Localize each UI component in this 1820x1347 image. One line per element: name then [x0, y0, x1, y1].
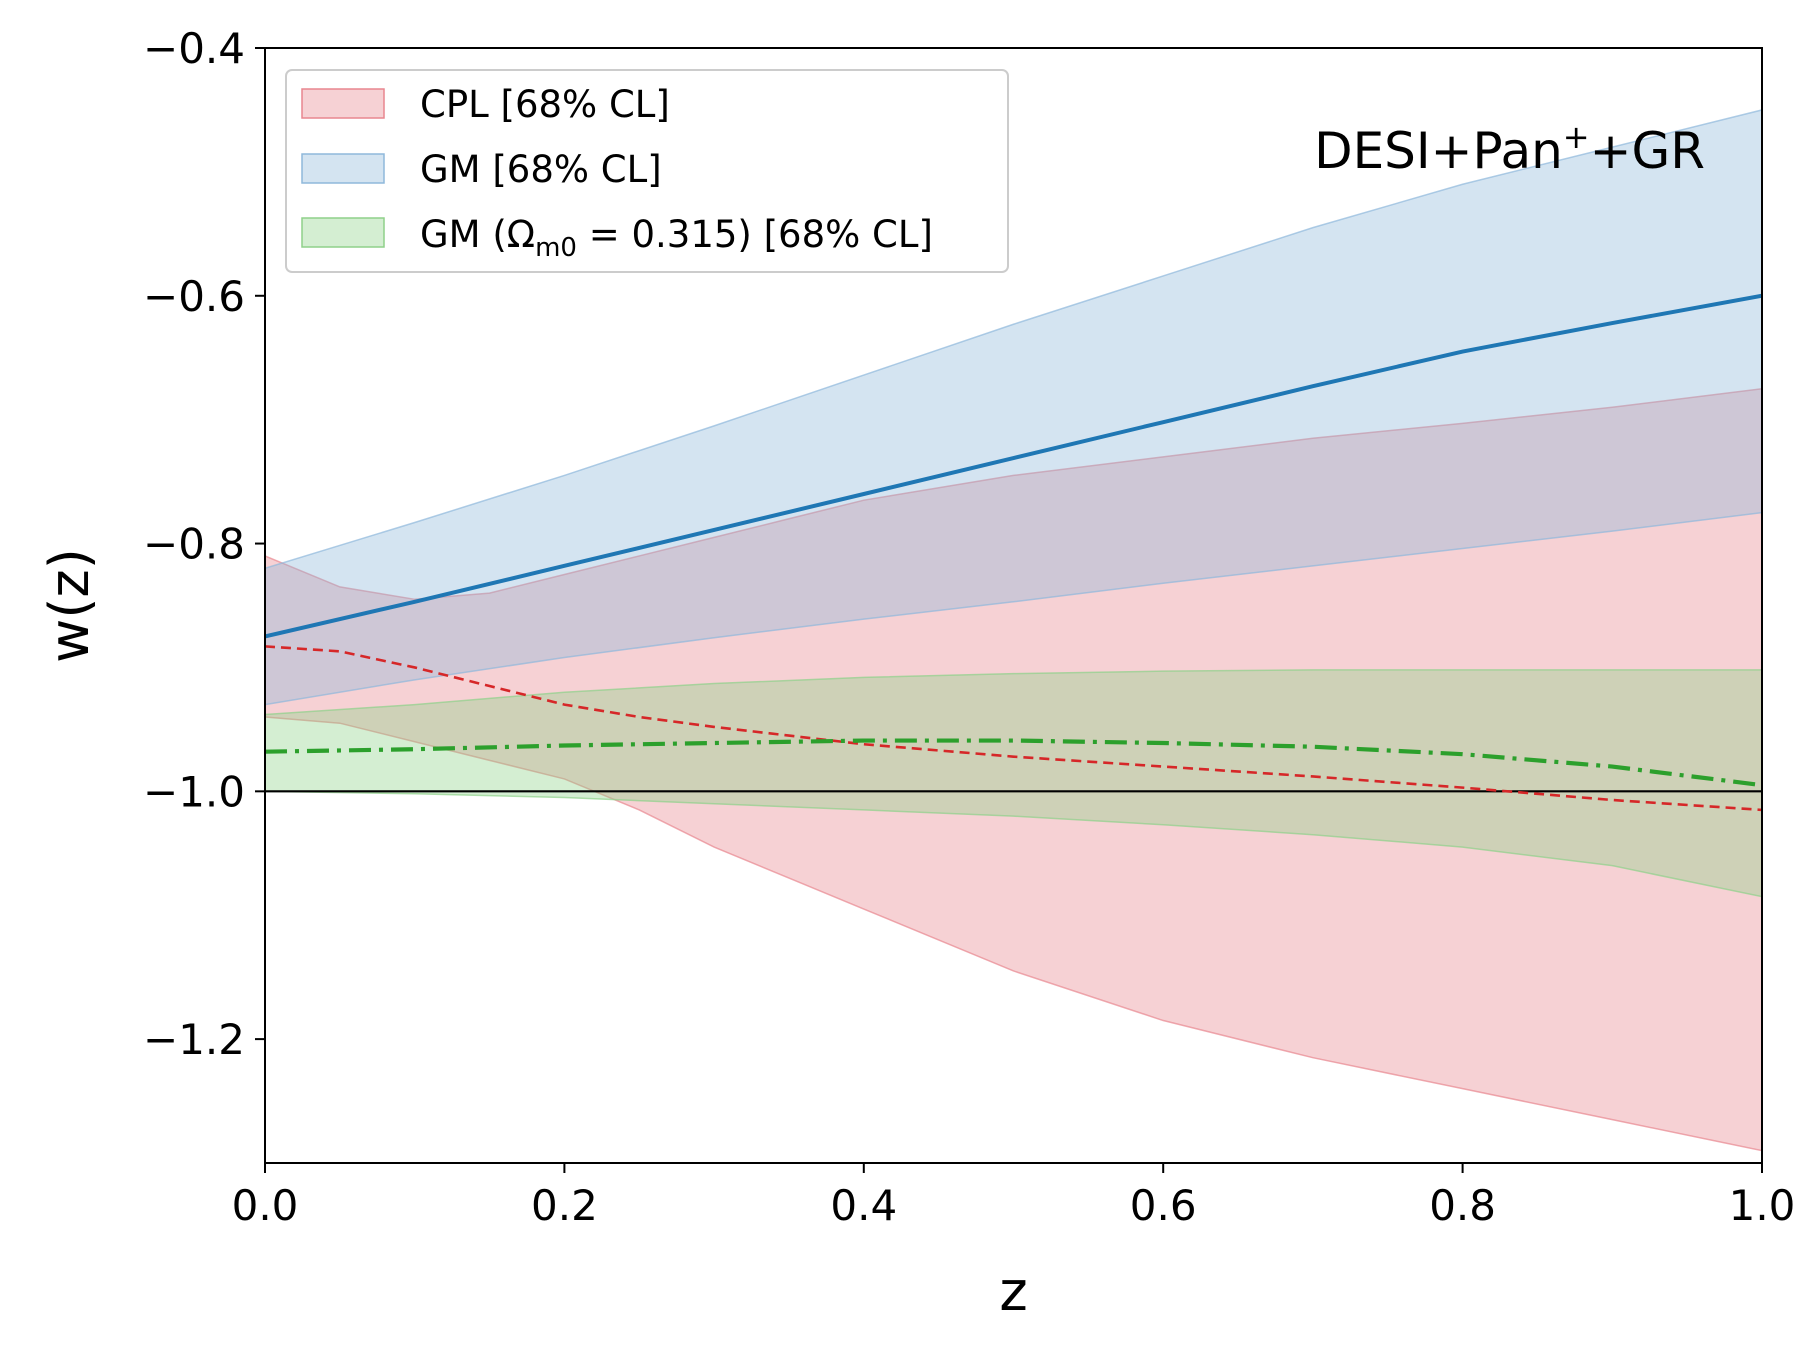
- legend-label-gm-fixed-sub: m0: [535, 233, 577, 263]
- band-cpl: [265, 387, 1762, 1152]
- y-tick-label: −0.6: [143, 272, 245, 321]
- confidence-bands: [265, 109, 1762, 1152]
- x-tick-label: 0.0: [232, 1181, 299, 1230]
- series-lines: [265, 293, 1762, 812]
- legend-swatch-gm: [301, 153, 385, 184]
- legend-swatch-cpl: [301, 88, 385, 119]
- x-tick-label: 1.0: [1729, 1181, 1796, 1230]
- line-gm_fixed: [265, 738, 1762, 788]
- legend-label-gm-fixed-pre: GM (Ω: [420, 213, 535, 256]
- annotation-main: DESI+Pan: [1314, 122, 1563, 180]
- x-axis-label: z: [999, 1260, 1027, 1323]
- x-tick-label: 0.8: [1429, 1181, 1496, 1230]
- legend-frame: [285, 69, 1009, 273]
- x-axis: 0.0 0.2 0.4 0.6 0.8 1.0: [232, 1163, 1796, 1230]
- line-gm: [265, 293, 1762, 639]
- band-gm_fixed: [265, 669, 1762, 898]
- x-tick-label: 0.2: [531, 1181, 598, 1230]
- x-tick-label: 0.4: [830, 1181, 897, 1230]
- legend-label-cpl: CPL [68% CL]: [420, 83, 670, 126]
- dataset-annotation: DESI+Pan++GR: [1314, 118, 1705, 180]
- y-tick-label: −0.4: [143, 24, 245, 73]
- y-axis-label: w(z): [38, 548, 101, 663]
- plot-frame: [264, 47, 1763, 1164]
- annotation-suffix: +GR: [1590, 122, 1705, 180]
- legend-label-gm: GM [68% CL]: [420, 148, 662, 191]
- y-axis: −1.2 −1.0 −0.8 −0.6 −0.4: [143, 24, 265, 1064]
- x-tick-label: 0.6: [1130, 1181, 1197, 1230]
- legend-label-gm-fixed-post: = 0.315) [68% CL]: [577, 213, 933, 256]
- annotation-superscript: +: [1563, 118, 1590, 156]
- y-tick-label: −1.0: [143, 767, 245, 816]
- legend: CPL [68% CL] GM [68% CL] GM (Ωm0 = 0.315…: [285, 69, 1009, 273]
- y-tick-label: −0.8: [143, 520, 245, 569]
- legend-label-gm-fixed: GM (Ωm0 = 0.315) [68% CL]: [420, 213, 933, 263]
- line-cpl: [265, 645, 1762, 812]
- band-gm: [265, 109, 1762, 706]
- legend-swatch-gm-fixed: [301, 217, 385, 248]
- y-tick-label: −1.2: [143, 1015, 245, 1064]
